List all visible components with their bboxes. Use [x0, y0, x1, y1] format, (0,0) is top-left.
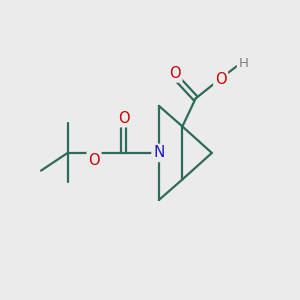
Text: O: O: [118, 111, 129, 126]
Text: H: H: [238, 57, 248, 70]
Text: O: O: [215, 72, 226, 87]
Text: N: N: [153, 146, 164, 160]
Text: O: O: [88, 153, 100, 168]
Text: O: O: [169, 66, 181, 81]
